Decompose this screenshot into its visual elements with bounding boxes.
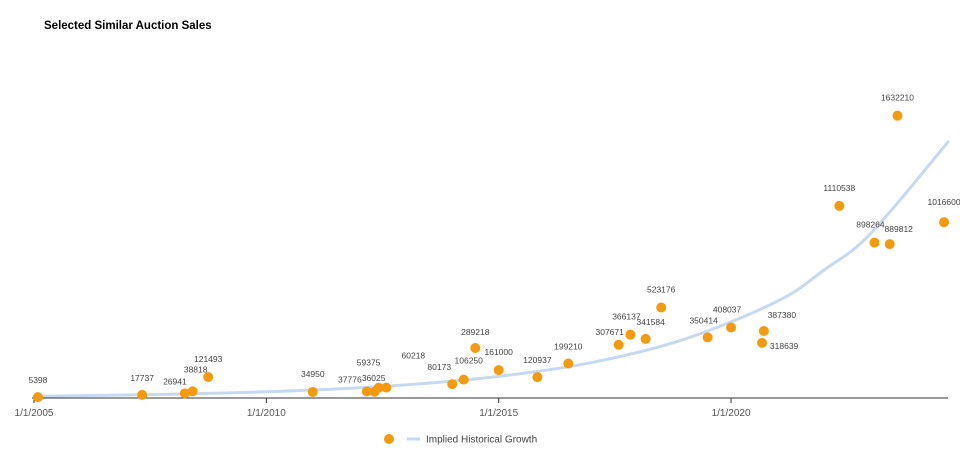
- data-label: 199210: [554, 342, 583, 352]
- data-point[interactable]: [137, 389, 148, 400]
- data-label: 37776: [338, 374, 362, 384]
- data-point[interactable]: [381, 382, 392, 393]
- data-point[interactable]: [613, 339, 624, 350]
- data-point[interactable]: [625, 329, 636, 340]
- data-label: 366137: [612, 312, 641, 322]
- chart-title: Selected Similar Auction Sales: [44, 20, 212, 32]
- data-point[interactable]: [32, 392, 43, 403]
- x-tick-label: 1/1/2005: [15, 408, 54, 419]
- data-point[interactable]: [307, 386, 318, 397]
- data-label: 36025: [362, 373, 386, 383]
- data-label: 161000: [485, 347, 514, 357]
- data-label: 80173: [427, 362, 451, 372]
- data-label: 120937: [523, 355, 552, 365]
- data-point[interactable]: [361, 386, 372, 397]
- legend[interactable]: Implied Historical Growth: [384, 434, 537, 446]
- data-label: 38818: [184, 364, 208, 374]
- trend-line: [32, 140, 950, 398]
- data-label: 26941: [163, 376, 187, 386]
- data-point[interactable]: [458, 374, 469, 385]
- data-label: 523176: [647, 285, 676, 295]
- data-label: 318639: [770, 341, 799, 351]
- data-point[interactable]: [532, 372, 543, 383]
- x-axis: 1/1/2005 1/1/2010 1/1/2015 1/1/2020: [15, 397, 948, 419]
- data-label: 17737: [130, 373, 154, 383]
- legend-point-marker: [384, 434, 394, 444]
- data-point[interactable]: [493, 365, 504, 376]
- data-point[interactable]: [834, 200, 845, 211]
- data-point[interactable]: [447, 379, 458, 390]
- data-label: 5398: [28, 375, 47, 385]
- data-label: 1110538: [823, 183, 855, 193]
- data-label: 60218: [402, 351, 426, 361]
- data-point[interactable]: [563, 358, 574, 369]
- data-label: 307671: [596, 327, 625, 337]
- data-point[interactable]: [179, 388, 190, 399]
- data-label: 59375: [357, 358, 381, 368]
- x-tick-label: 1/1/2015: [479, 408, 518, 419]
- data-label: 889812: [885, 224, 914, 234]
- x-tick-label: 1/1/2010: [247, 408, 286, 419]
- data-point[interactable]: [884, 239, 895, 250]
- legend-label-trend: Implied Historical Growth: [426, 435, 537, 446]
- data-label: 106250: [455, 356, 484, 366]
- data-point[interactable]: [373, 382, 384, 393]
- data-point[interactable]: [187, 386, 198, 397]
- data-point[interactable]: [203, 371, 214, 382]
- data-label: 1632210: [881, 93, 914, 103]
- data-point[interactable]: [702, 332, 713, 343]
- data-label: 34950: [301, 369, 325, 379]
- data-label: 341584: [636, 317, 665, 327]
- data-point[interactable]: [758, 325, 769, 336]
- trend-layer: [32, 140, 950, 398]
- data-point[interactable]: [939, 217, 950, 228]
- data-label: 898264: [856, 220, 885, 230]
- data-label: 408037: [713, 304, 742, 314]
- data-point[interactable]: [640, 333, 651, 344]
- data-point[interactable]: [726, 322, 737, 333]
- data-label: 121493: [194, 354, 223, 364]
- data-point[interactable]: [757, 337, 768, 348]
- data-point[interactable]: [470, 342, 481, 353]
- data-point[interactable]: [656, 302, 667, 313]
- x-tick-label: 1/1/2020: [712, 408, 751, 419]
- points-layer: [32, 110, 950, 403]
- data-label: 289218: [461, 327, 490, 337]
- data-label: 1016600: [928, 197, 960, 207]
- data-point[interactable]: [869, 237, 880, 248]
- data-label: 350414: [689, 315, 718, 325]
- data-label: 387380: [768, 310, 797, 320]
- data-point[interactable]: [892, 110, 903, 121]
